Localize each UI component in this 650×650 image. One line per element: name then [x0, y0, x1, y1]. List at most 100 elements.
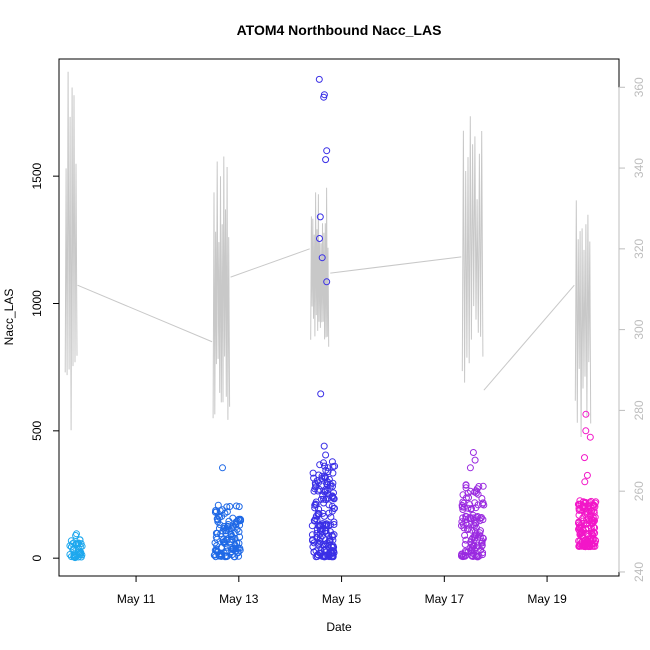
data-point: [459, 514, 467, 522]
data-point: [458, 503, 466, 511]
data-point: [582, 529, 590, 537]
data-point: [471, 551, 479, 559]
data-point: [322, 466, 330, 474]
data-point: [462, 484, 470, 492]
data-point: [465, 494, 472, 502]
data-point: [479, 516, 487, 524]
data-point: [478, 495, 486, 502]
data-point: [472, 504, 480, 512]
data-point: [320, 473, 328, 481]
data-point-outlier: [318, 254, 326, 262]
data-point-outlier: [471, 456, 479, 464]
data-point: [214, 548, 222, 556]
data-point: [216, 507, 224, 515]
data-point: [316, 530, 324, 538]
data-point: [310, 474, 318, 482]
data-point: [315, 479, 322, 487]
data-point: [478, 537, 486, 545]
x-tick-label: May 15: [322, 592, 362, 606]
right-y-axis: 240 260 280 300 320 340 360: [618, 77, 646, 582]
plot-frame: [58, 58, 620, 577]
data-point: [225, 525, 233, 533]
data-point: [223, 503, 231, 511]
data-point: [233, 525, 241, 533]
point-series: [66, 75, 600, 562]
data-point: [223, 508, 231, 516]
data-point: [577, 500, 585, 508]
data-point: [324, 478, 332, 486]
data-point: [70, 553, 78, 561]
data-point-outlier: [582, 427, 590, 435]
data-point: [462, 536, 470, 544]
data-point: [321, 542, 329, 550]
y-tick-label: 500: [30, 421, 44, 441]
data-point: [460, 524, 468, 532]
data-point: [309, 543, 317, 551]
data-point: [72, 532, 80, 539]
data-point: [331, 504, 338, 512]
data-point: [324, 490, 332, 497]
data-point: [467, 487, 474, 495]
data-point: [462, 481, 470, 489]
data-point: [320, 459, 327, 467]
data-point: [468, 544, 476, 552]
x-tick-label: May 13: [219, 592, 259, 606]
data-point: [320, 495, 328, 503]
data-point: [222, 527, 230, 535]
data-point-outlier: [581, 454, 588, 462]
data-point: [316, 527, 324, 535]
data-point-outlier: [219, 464, 226, 472]
data-point-outlier: [316, 213, 324, 221]
data-point: [315, 485, 323, 493]
y2-tick-label: 260: [632, 481, 646, 501]
data-point: [590, 507, 598, 515]
y2-tick-label: 300: [632, 319, 646, 339]
data-point: [228, 548, 236, 556]
data-point: [475, 531, 483, 539]
data-point: [235, 515, 243, 523]
y2-tick-label: 280: [632, 400, 646, 420]
data-point: [319, 509, 327, 517]
data-point: [476, 517, 484, 525]
data-point: [228, 535, 235, 543]
data-point: [470, 521, 478, 529]
data-point: [212, 508, 220, 516]
data-point: [575, 518, 583, 526]
y2-tick-label: 360: [632, 77, 646, 97]
data-point: [213, 542, 221, 550]
data-point-outlier: [586, 433, 594, 441]
data-point-outlier: [323, 147, 331, 155]
data-point: [235, 528, 243, 536]
data-point: [578, 528, 585, 536]
data-point: [231, 553, 239, 561]
x-axis-label: Date: [326, 620, 352, 634]
data-point: [236, 516, 244, 524]
data-point: [66, 542, 74, 550]
data-point: [464, 526, 471, 534]
data-point: [211, 508, 219, 516]
data-point: [311, 517, 319, 525]
data-point-outlier: [320, 93, 328, 101]
data-point: [312, 498, 320, 506]
data-point: [317, 547, 325, 555]
data-point: [328, 547, 336, 554]
data-point: [227, 532, 235, 540]
data-point: [232, 502, 240, 510]
gray-line-segment: [574, 200, 592, 438]
data-point: [222, 536, 230, 544]
data-point: [329, 482, 336, 490]
data-point-outlier: [582, 410, 590, 418]
data-point-outlier: [315, 75, 323, 83]
data-point: [329, 549, 336, 557]
data-point: [588, 542, 596, 550]
data-point: [320, 499, 328, 507]
data-point-outlier: [469, 449, 477, 456]
data-point: [458, 518, 466, 526]
y2-tick-label: 340: [632, 158, 646, 178]
data-point: [471, 522, 479, 530]
data-point: [581, 536, 589, 544]
data-point: [309, 469, 317, 477]
data-point-outlier: [322, 451, 330, 459]
x-axis: May 11 May 13 May 15 May 17 May 19: [117, 575, 567, 606]
